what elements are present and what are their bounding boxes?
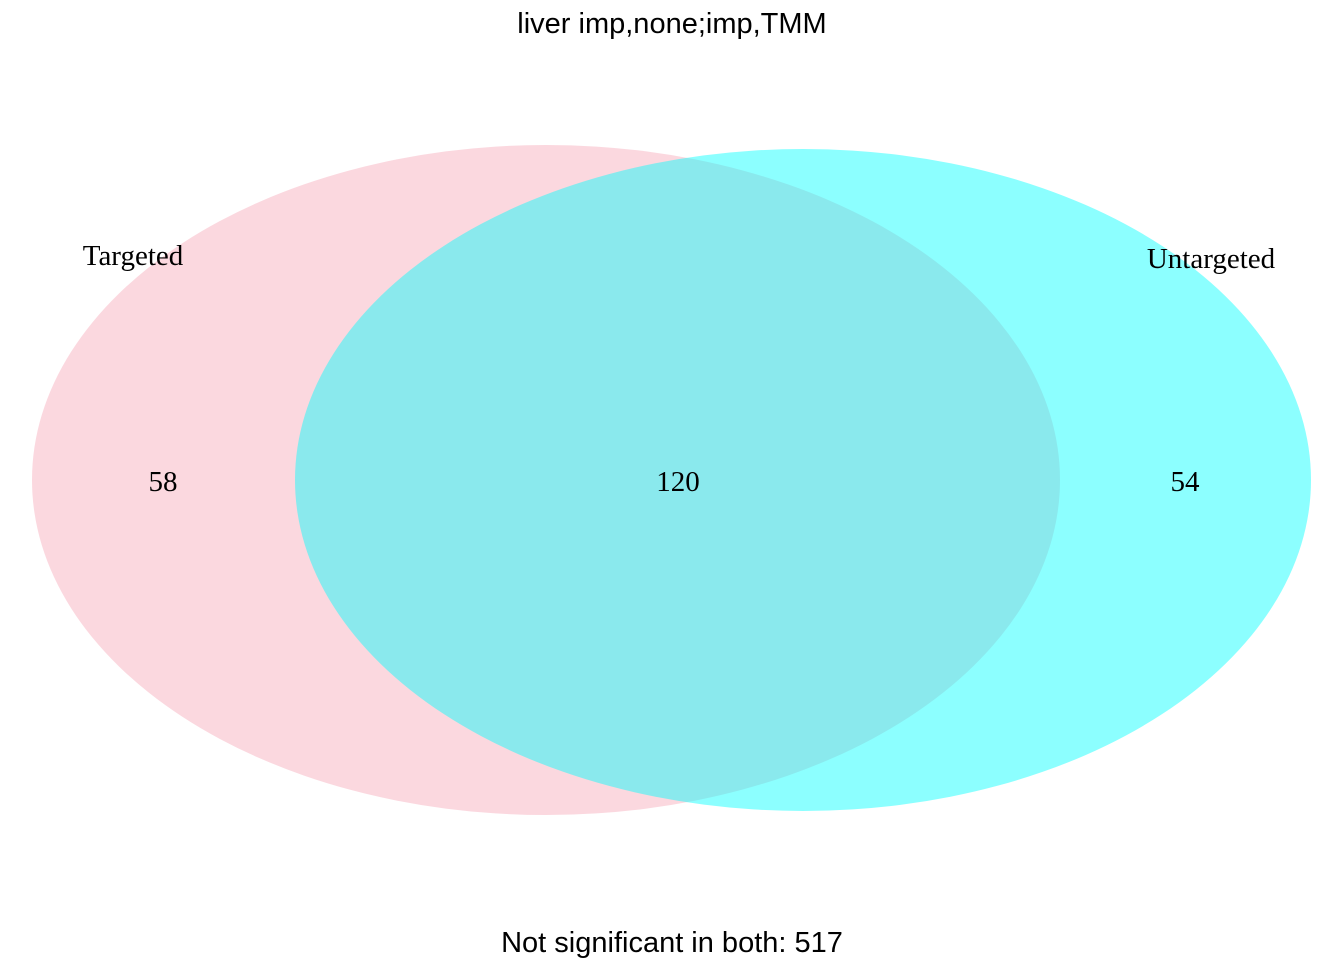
set-label-untargeted: Untargeted [1147, 243, 1276, 275]
count-untargeted-only: 54 [1171, 466, 1201, 498]
set-ellipse-untargeted [295, 149, 1311, 811]
set-label-targeted: Targeted [83, 240, 184, 272]
count-intersection: 120 [656, 466, 700, 498]
footer-not-significant: Not significant in both: 517 [501, 927, 843, 959]
count-targeted-only: 58 [149, 466, 178, 498]
diagram-title: liver imp,none;imp,TMM [517, 8, 826, 40]
set-ellipse-targeted [32, 145, 1060, 815]
